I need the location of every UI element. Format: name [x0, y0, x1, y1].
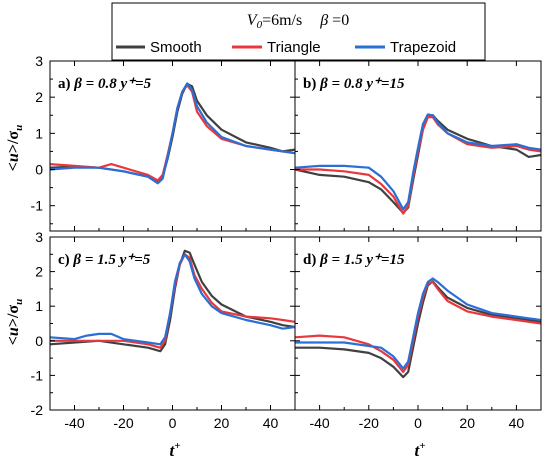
legend-label-smooth: Smooth: [150, 39, 202, 56]
series-line-smooth: [295, 280, 541, 379]
panel-label: a) β = 0.8 y⁺=5: [58, 76, 152, 92]
series-group: [295, 113, 541, 215]
legend-entries: Smooth Triangle Trapezoid: [116, 39, 456, 56]
panel-label: b) β = 0.8 y⁺=15: [303, 76, 405, 92]
series-line-smooth: [295, 114, 541, 214]
legend-label-triangle: Triangle: [267, 39, 321, 56]
y-tick-label: 2: [35, 89, 43, 105]
x-tick-label: -20: [113, 415, 133, 431]
series-line-trapezoid: [50, 82, 295, 185]
x-axis-label: t+: [169, 440, 180, 460]
panels: 3 2 1 0 -1 a) β = 0.8 y⁺=5 b) β = 0.8 y⁺=15 3 2 1…: [31, 53, 542, 431]
panel-c: 3 2 1 0 -1 -2 -40 -20 0 20 40 c) β = 1.5 y⁺=5: [31, 229, 296, 431]
y-tick-label: 3: [35, 229, 43, 245]
x-tick-label: -40: [309, 415, 329, 431]
legend-box: [111, 2, 486, 61]
series-line-trapezoid: [50, 253, 295, 346]
y-tick-label: 1: [35, 298, 43, 314]
panel-b: b) β = 0.8 y⁺=15: [294, 60, 542, 232]
legend-header: V0=6m/s β =0: [247, 12, 349, 31]
x-axis-label-right: t+: [414, 440, 425, 460]
x-tick-label: 20: [459, 415, 475, 431]
series-line-trapezoid: [295, 113, 541, 211]
series-group: [50, 249, 295, 353]
legend-label-trapezoid: Trapezoid: [390, 39, 456, 56]
x-tick-label: -20: [359, 415, 379, 431]
y-tick-label: -2: [31, 402, 44, 418]
y-tick-label: -1: [31, 367, 44, 383]
y-axis-label-top: <u>/σu: [5, 125, 25, 171]
panel-d: -40 -20 0 20 40 d) β = 1.5 y⁺=15: [294, 236, 542, 431]
series-group: [50, 82, 295, 185]
y-tick-label: 1: [35, 125, 43, 141]
svg-text:<u>/σu: <u>/σu: [5, 125, 25, 171]
y-tick-label: 0: [35, 333, 43, 349]
x-tick-label: 40: [263, 415, 279, 431]
x-tick-label: 40: [509, 415, 525, 431]
series-line-trapezoid: [295, 277, 541, 370]
series-group: [295, 277, 541, 379]
panel-label: d) β = 1.5 y⁺=15: [303, 252, 405, 268]
y-tick-label: 3: [35, 53, 43, 69]
y-axis-label-bottom: <u>/σu: [5, 299, 25, 345]
x-tick-label: 20: [214, 415, 230, 431]
y-tick-label: -1: [31, 198, 44, 214]
x-tick-label: 0: [169, 415, 177, 431]
svg-text:<u>/σu: <u>/σu: [5, 299, 25, 345]
legend: V0=6m/s β =0 Smooth Triangle Trapezoid: [111, 2, 486, 61]
y-tick-label: 2: [35, 264, 43, 280]
panel-label: c) β = 1.5 y⁺=5: [58, 252, 151, 268]
panel-a: 3 2 1 0 -1 a) β = 0.8 y⁺=5: [31, 53, 296, 232]
x-tick-label: -40: [64, 415, 84, 431]
x-tick-label: 0: [414, 415, 422, 431]
y-tick-label: 0: [35, 162, 43, 178]
